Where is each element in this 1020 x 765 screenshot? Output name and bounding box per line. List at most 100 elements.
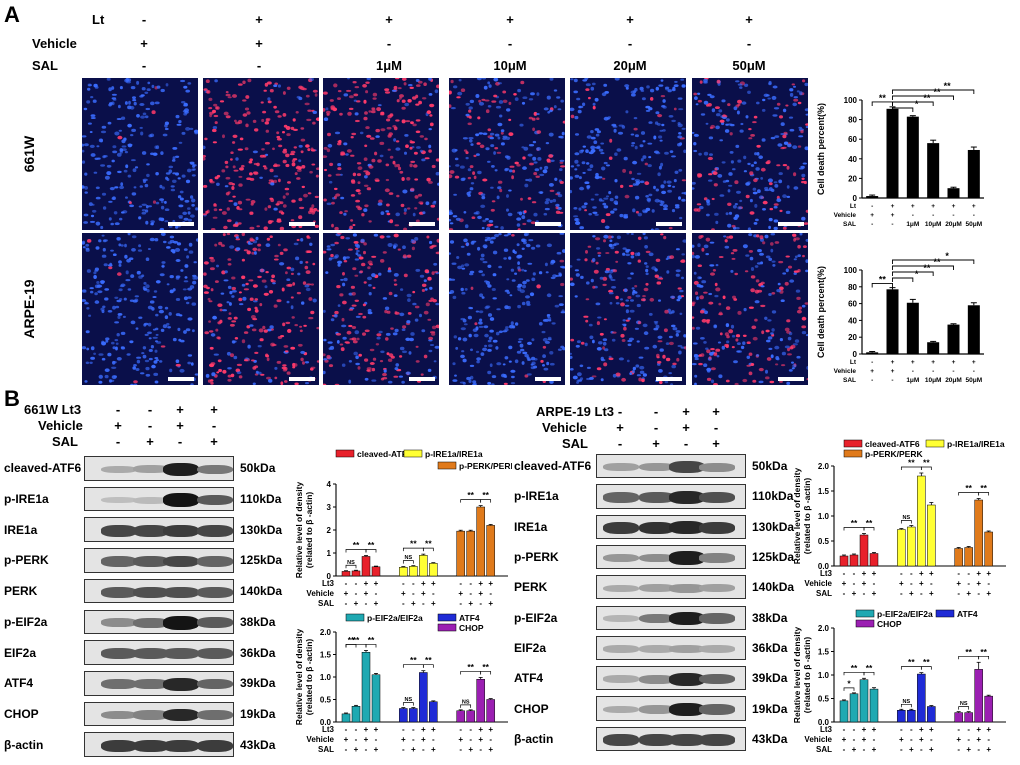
legend-swatch — [437, 613, 457, 622]
kda-label: 36kDa — [752, 640, 788, 655]
x-tick-label: + — [956, 735, 961, 744]
blot-band — [133, 524, 169, 537]
x-tick-label: + — [421, 725, 426, 734]
x-tick-label: - — [459, 579, 462, 588]
panel-a-condition-value: - — [141, 58, 147, 73]
bar — [351, 706, 361, 723]
fluorescence-image-canvas — [81, 232, 200, 387]
y-tick-label: 1.5 — [818, 487, 830, 496]
x-tick-label: + — [976, 579, 981, 588]
fluorescence-image — [690, 232, 810, 386]
fluorescence-image — [447, 76, 567, 232]
significance-label: ** — [980, 647, 987, 657]
bar — [907, 710, 916, 723]
bar — [486, 699, 495, 723]
x-tick-label: - — [873, 735, 876, 744]
y-tick-label: 60 — [848, 300, 857, 309]
blot-band — [101, 524, 137, 537]
bar — [927, 504, 936, 567]
blot-band — [163, 462, 199, 476]
x-tick-label: - — [355, 579, 358, 588]
kda-label: 38kDa — [240, 614, 276, 629]
x-tick-label: 10μM — [925, 377, 942, 384]
blot-band — [669, 672, 705, 686]
x-tick-label: + — [929, 569, 934, 578]
significance-label: ** — [923, 458, 930, 468]
y-tick-label: 0 — [327, 572, 332, 581]
blot-strip — [596, 605, 746, 630]
legend-swatch — [843, 449, 863, 458]
kda-label: 36kDa — [240, 645, 276, 660]
bar — [886, 289, 899, 354]
panel-a-cell-line-label: 661W — [21, 135, 37, 173]
bar — [967, 149, 980, 198]
x-tick-label: - — [479, 745, 482, 754]
blot-condition-value: + — [712, 436, 720, 451]
bar — [954, 712, 963, 723]
kda-label: 39kDa — [752, 671, 788, 686]
blot-band — [133, 586, 169, 598]
x-tick-label: + — [919, 569, 924, 578]
panel-a-condition-value: + — [385, 12, 393, 27]
x-tick-label: + — [972, 203, 976, 210]
bar — [964, 547, 973, 567]
protein-label: p-EIF2a — [4, 614, 48, 629]
y-tick-label: 1.0 — [818, 671, 830, 680]
bar — [341, 571, 351, 577]
x-tick-label: + — [862, 735, 867, 744]
panel-a-condition-value: + — [140, 36, 148, 51]
y-axis-label: Relative level of density — [294, 482, 304, 579]
x-tick-label: + — [986, 725, 991, 734]
blot-band — [603, 645, 639, 653]
blot-band — [133, 739, 169, 752]
significance-label: ** — [923, 263, 931, 273]
blot-band — [603, 584, 639, 593]
x-tick-row-label: Vehicle — [834, 368, 857, 375]
blot-condition-value: + — [114, 418, 122, 433]
x-tick-label: - — [365, 599, 368, 608]
panel-a-condition-value: - — [507, 36, 513, 51]
x-tick-label: - — [910, 725, 913, 734]
x-tick-label: - — [365, 745, 368, 754]
y-tick-label: 0.0 — [818, 562, 830, 571]
x-tick-label: - — [432, 589, 435, 598]
blot-strip — [596, 696, 746, 721]
x-tick-label: - — [987, 735, 990, 744]
blot-band — [101, 556, 137, 567]
bar — [409, 566, 418, 577]
x-tick-label: 20μM — [945, 221, 962, 228]
x-tick-label: + — [911, 359, 915, 366]
fluorescence-image — [322, 76, 441, 232]
blot-band — [603, 521, 639, 534]
x-tick-label: - — [987, 579, 990, 588]
legend-swatch — [345, 613, 365, 622]
legend-swatch — [855, 619, 875, 628]
x-tick-label: - — [920, 745, 923, 754]
y-tick-label: 4 — [327, 480, 332, 489]
y-tick-label: 2 — [327, 526, 332, 535]
fluorescence-image — [568, 76, 688, 232]
blot-strip — [596, 544, 746, 570]
significance-label: ** — [933, 87, 941, 97]
fluorescence-image-canvas — [322, 76, 441, 232]
panel-a-condition-value: 10μM — [493, 58, 527, 73]
bar — [866, 196, 879, 198]
x-tick-label: + — [891, 212, 895, 219]
kda-label: 140kDa — [752, 580, 795, 595]
x-tick-row-label: SAL — [843, 377, 856, 384]
bar — [897, 529, 906, 567]
x-tick-label: - — [422, 745, 425, 754]
significance-label: ** — [348, 635, 355, 645]
bar — [361, 556, 371, 577]
x-tick-label: + — [842, 735, 847, 744]
x-tick-label: + — [488, 745, 493, 754]
blot-strip — [84, 517, 234, 543]
significance-label: NS — [960, 701, 968, 707]
significance-bracket — [892, 259, 975, 264]
blot-band — [669, 521, 705, 535]
er-stress-arpe19-top-chart: Relative level of density (related to β -… — [790, 436, 1010, 609]
significance-label: ** — [908, 458, 915, 468]
blot-band — [669, 584, 705, 593]
x-tick-row-label: Lt — [850, 359, 857, 366]
y-tick-label: 20 — [848, 174, 857, 183]
